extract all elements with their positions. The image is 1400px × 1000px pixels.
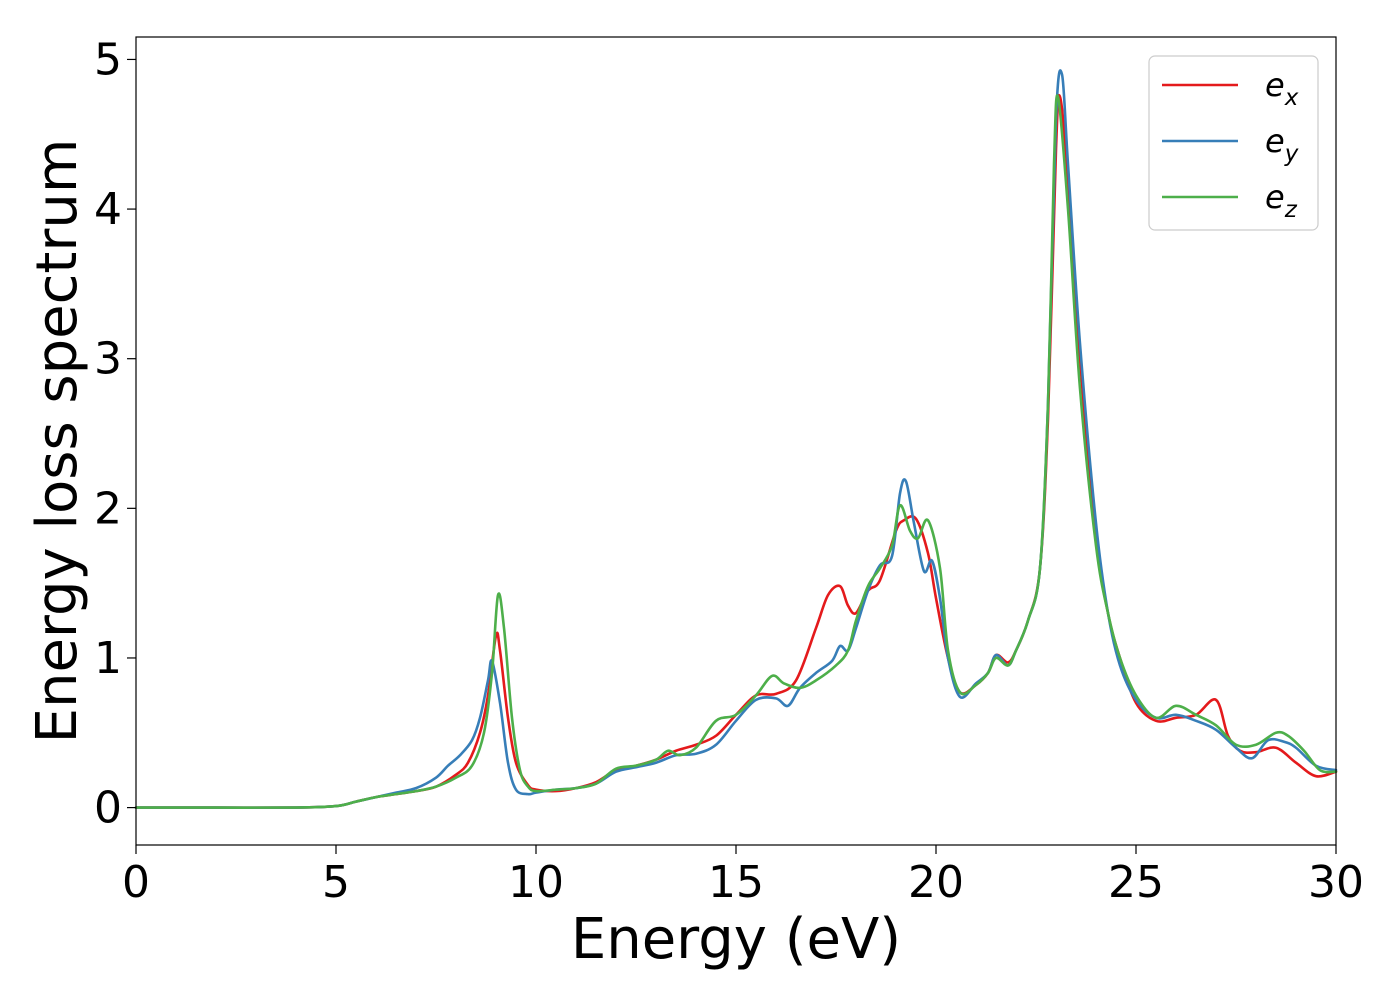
x-tick-label: 5 <box>322 857 350 908</box>
y-axis-title: Energy loss spectrum <box>25 139 90 744</box>
x-tick-label: 25 <box>1108 857 1164 908</box>
series-layer <box>134 69 1338 810</box>
x-tick-label: 15 <box>708 857 764 908</box>
y-tick-label: 3 <box>94 334 122 385</box>
y-tick-label: 2 <box>94 483 122 534</box>
x-axis-title: Energy (eV) <box>571 907 901 972</box>
y-tick-label: 5 <box>94 34 122 85</box>
x-tick-label: 20 <box>908 857 964 908</box>
series-line-ez <box>134 94 1338 810</box>
y-tick-label: 0 <box>94 783 122 834</box>
y-tick-label: 1 <box>94 633 122 684</box>
y-tick-label: 4 <box>94 184 122 235</box>
legend-box <box>1148 55 1319 231</box>
x-axis-ticks: 0 5 10 15 20 25 30 <box>122 845 1364 908</box>
x-tick-label: 0 <box>122 857 150 908</box>
y-axis-ticks: 0 1 2 3 4 5 <box>94 34 136 834</box>
x-tick-label: 30 <box>1308 857 1364 908</box>
x-tick-label: 10 <box>508 857 564 908</box>
